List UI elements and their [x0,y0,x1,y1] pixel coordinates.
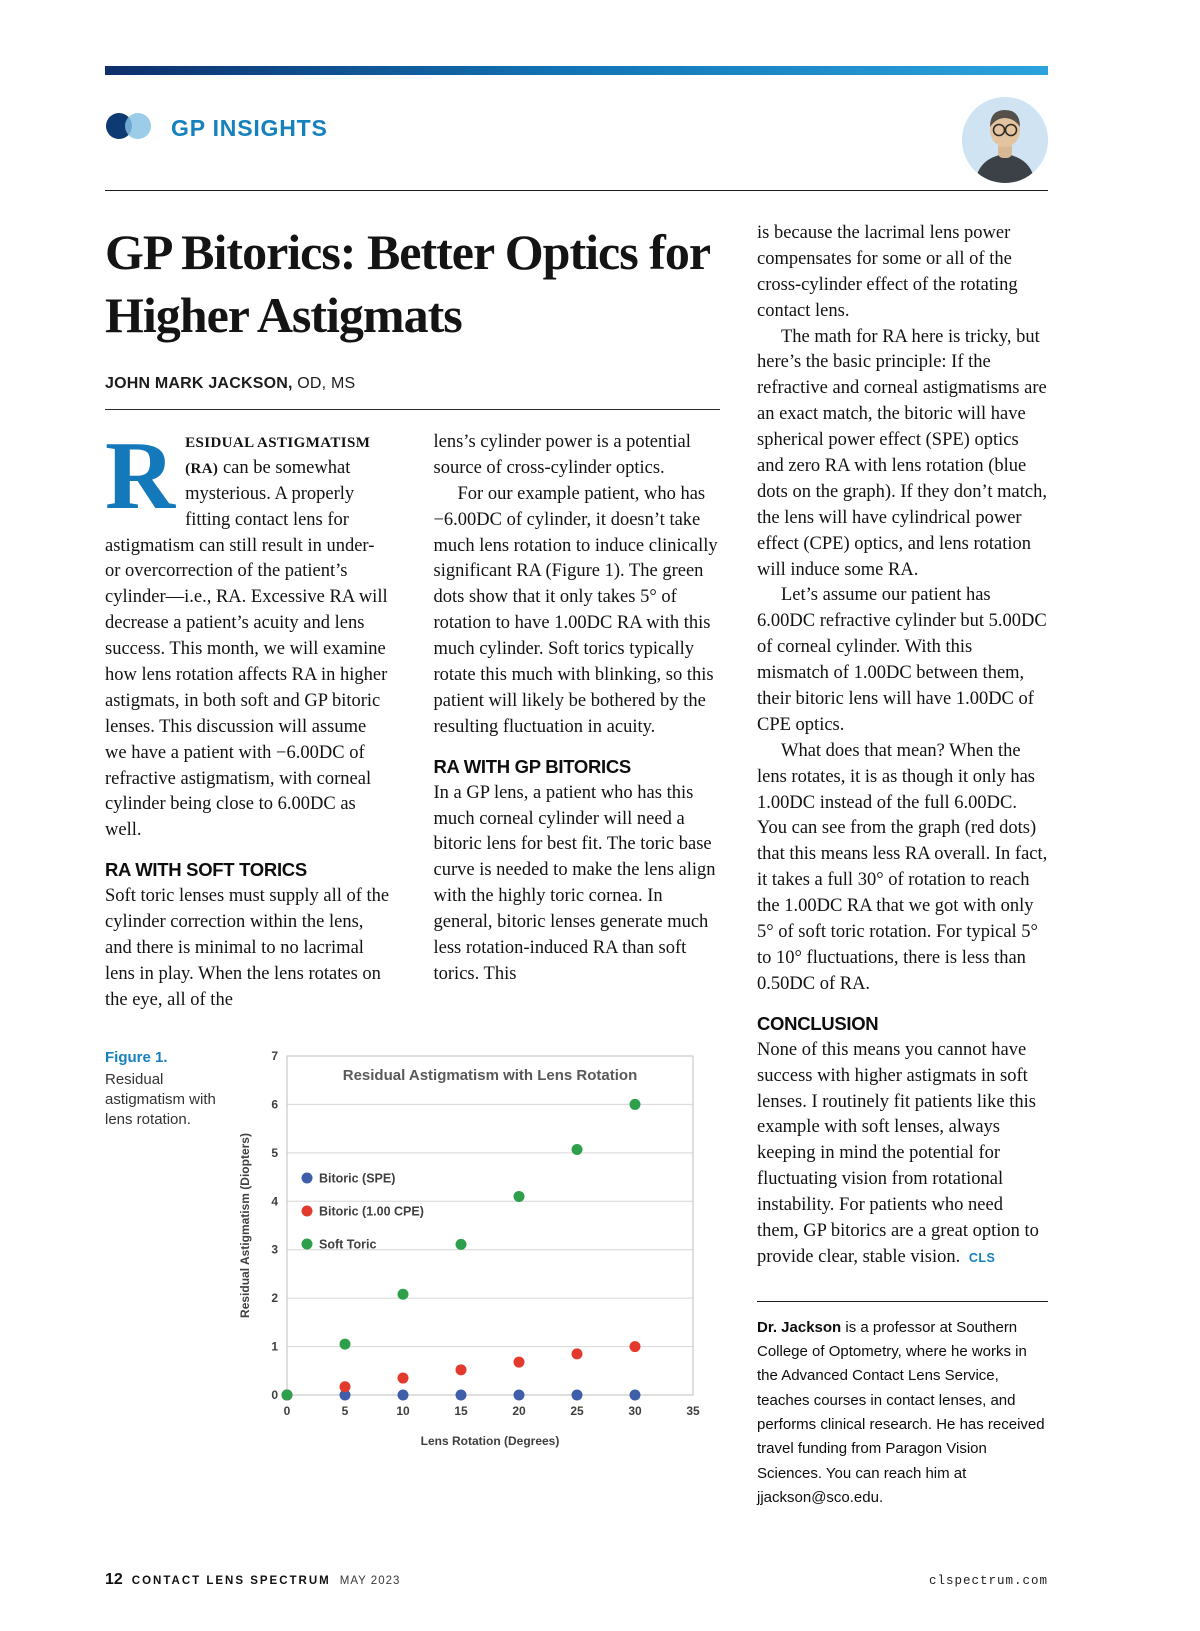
footer-left: 12 CONTACT LENS SPECTRUM MAY 2023 [105,1571,400,1589]
magazine-name: CONTACT LENS SPECTRUM [131,1575,331,1587]
svg-text:20: 20 [512,1404,526,1418]
svg-text:5: 5 [271,1146,278,1160]
figure-1: Figure 1. Residual astigmatism with lens… [105,1048,720,1458]
svg-text:3: 3 [271,1242,278,1256]
svg-text:Lens Rotation (Degrees): Lens Rotation (Degrees) [421,1434,560,1448]
bio-text: is a professor at Southern College of Op… [757,1318,1045,1506]
byline-rule [105,409,720,410]
intro-text: can be somewhat mysterious. A properly f… [105,457,388,841]
issue-date: MAY 2023 [339,1575,401,1587]
author-bio: Dr. Jackson is a professor at Southern C… [757,1300,1048,1510]
svg-text:2: 2 [271,1291,278,1305]
svg-text:Residual Astigmatism with Lens: Residual Astigmatism with Lens Rotation [343,1067,637,1084]
author-name: JOHN MARK JACKSON, [105,375,293,392]
body-paragraph: What does that mean? When the lens rotat… [757,740,1048,994]
section-heading-gp-bitorics: RA WITH GP BITORICS [433,755,632,777]
right-column: is because the lacrimal lens power compe… [757,221,1048,1510]
dropcap: R [105,422,176,529]
svg-text:Bitoric (SPE): Bitoric (SPE) [319,1171,395,1185]
author-photo [962,97,1048,183]
page-title: GP Bitorics: Better Optics for Higher As… [105,224,710,343]
body-paragraph: The math for RA here is tricky, but here… [757,326,1047,580]
figure-label: Figure 1. [105,1048,168,1066]
article-body: GP Bitorics: Better Optics for Higher As… [105,221,1048,1510]
svg-text:25: 25 [570,1404,584,1418]
svg-text:30: 30 [628,1404,642,1418]
gp-insights-circles-icon [105,111,159,146]
svg-text:15: 15 [454,1404,468,1418]
page-number: 12 [105,1571,123,1588]
section-heading-soft-torics: RA WITH SOFT TORICS [105,859,307,881]
text-column-2: lens’s cylinder power is a potential sou… [434,430,721,1014]
svg-text:0: 0 [284,1404,291,1418]
body-paragraph: is because the lacrimal lens power compe… [757,223,1018,321]
conclusion-text: None of this means you cannot have succe… [757,1039,1039,1267]
svg-text:Residual Astigmatism (Diopters: Residual Astigmatism (Diopters) [238,1133,252,1318]
website-url: clspectrum.com [928,1574,1048,1588]
body-paragraph: For our example patient, who has −6.00DC… [433,483,718,737]
svg-text:7: 7 [271,1049,278,1063]
svg-text:10: 10 [396,1404,410,1418]
page-footer: 12 CONTACT LENS SPECTRUM MAY 2023 clspec… [105,1571,1048,1589]
top-accent-bar [105,66,1048,75]
author-credentials: OD, MS [297,375,356,392]
svg-text:0: 0 [271,1388,278,1402]
svg-text:5: 5 [342,1404,349,1418]
intro-paragraph: R ESIDUAL ASTIGMATISM (RA) can be somewh… [105,422,392,844]
byline: JOHN MARK JACKSON, OD, MS [105,375,720,393]
body-paragraph: In a GP lens, a patient who has this muc… [433,782,716,984]
column-brand: GP INSIGHTS [105,111,328,146]
masthead: GP INSIGHTS [105,97,1048,183]
body-paragraph: lens’s cylinder power is a potential sou… [433,432,691,478]
lead-in-text: ESIDUAL ASTIGMATISM (RA) [185,435,371,477]
svg-text:4: 4 [271,1194,278,1208]
svg-text:Bitoric (1.00 CPE): Bitoric (1.00 CPE) [319,1204,424,1218]
figure-caption: Figure 1. Residual astigmatism with lens… [105,1048,223,1458]
svg-text:6: 6 [271,1097,278,1111]
bio-author-name: Dr. Jackson [757,1318,842,1336]
figure1-chart: 0 1 2 3 4 5 6 7 0 5 10 15 20 25 30 35 Residual Astigmati… [238,1049,700,1448]
conclusion-paragraph: None of this means you cannot have succe… [757,1038,1048,1271]
figure-caption-text: Residual astigmatism with lens rotation. [105,1070,216,1129]
body-paragraph: Soft toric lenses must supply all of the… [105,886,390,1010]
header-rule [105,190,1048,191]
svg-text:1: 1 [271,1339,278,1353]
figure1-chart-container: 0 1 2 3 4 5 6 7 0 5 10 15 20 25 30 35 Residual Astigmati… [235,1048,705,1458]
svg-text:Soft Toric: Soft Toric [319,1237,376,1251]
cls-end-tag: CLS [968,1250,996,1265]
svg-text:35: 35 [686,1404,700,1418]
body-paragraph: Let’s assume our patient has 6.00DC refr… [757,585,1047,735]
main-column: GP Bitorics: Better Optics for Higher As… [105,221,720,1510]
column-name: GP INSIGHTS [171,115,328,141]
text-column-1: R ESIDUAL ASTIGMATISM (RA) can be somewh… [105,422,392,1014]
section-heading-conclusion: CONCLUSION [757,1012,879,1034]
